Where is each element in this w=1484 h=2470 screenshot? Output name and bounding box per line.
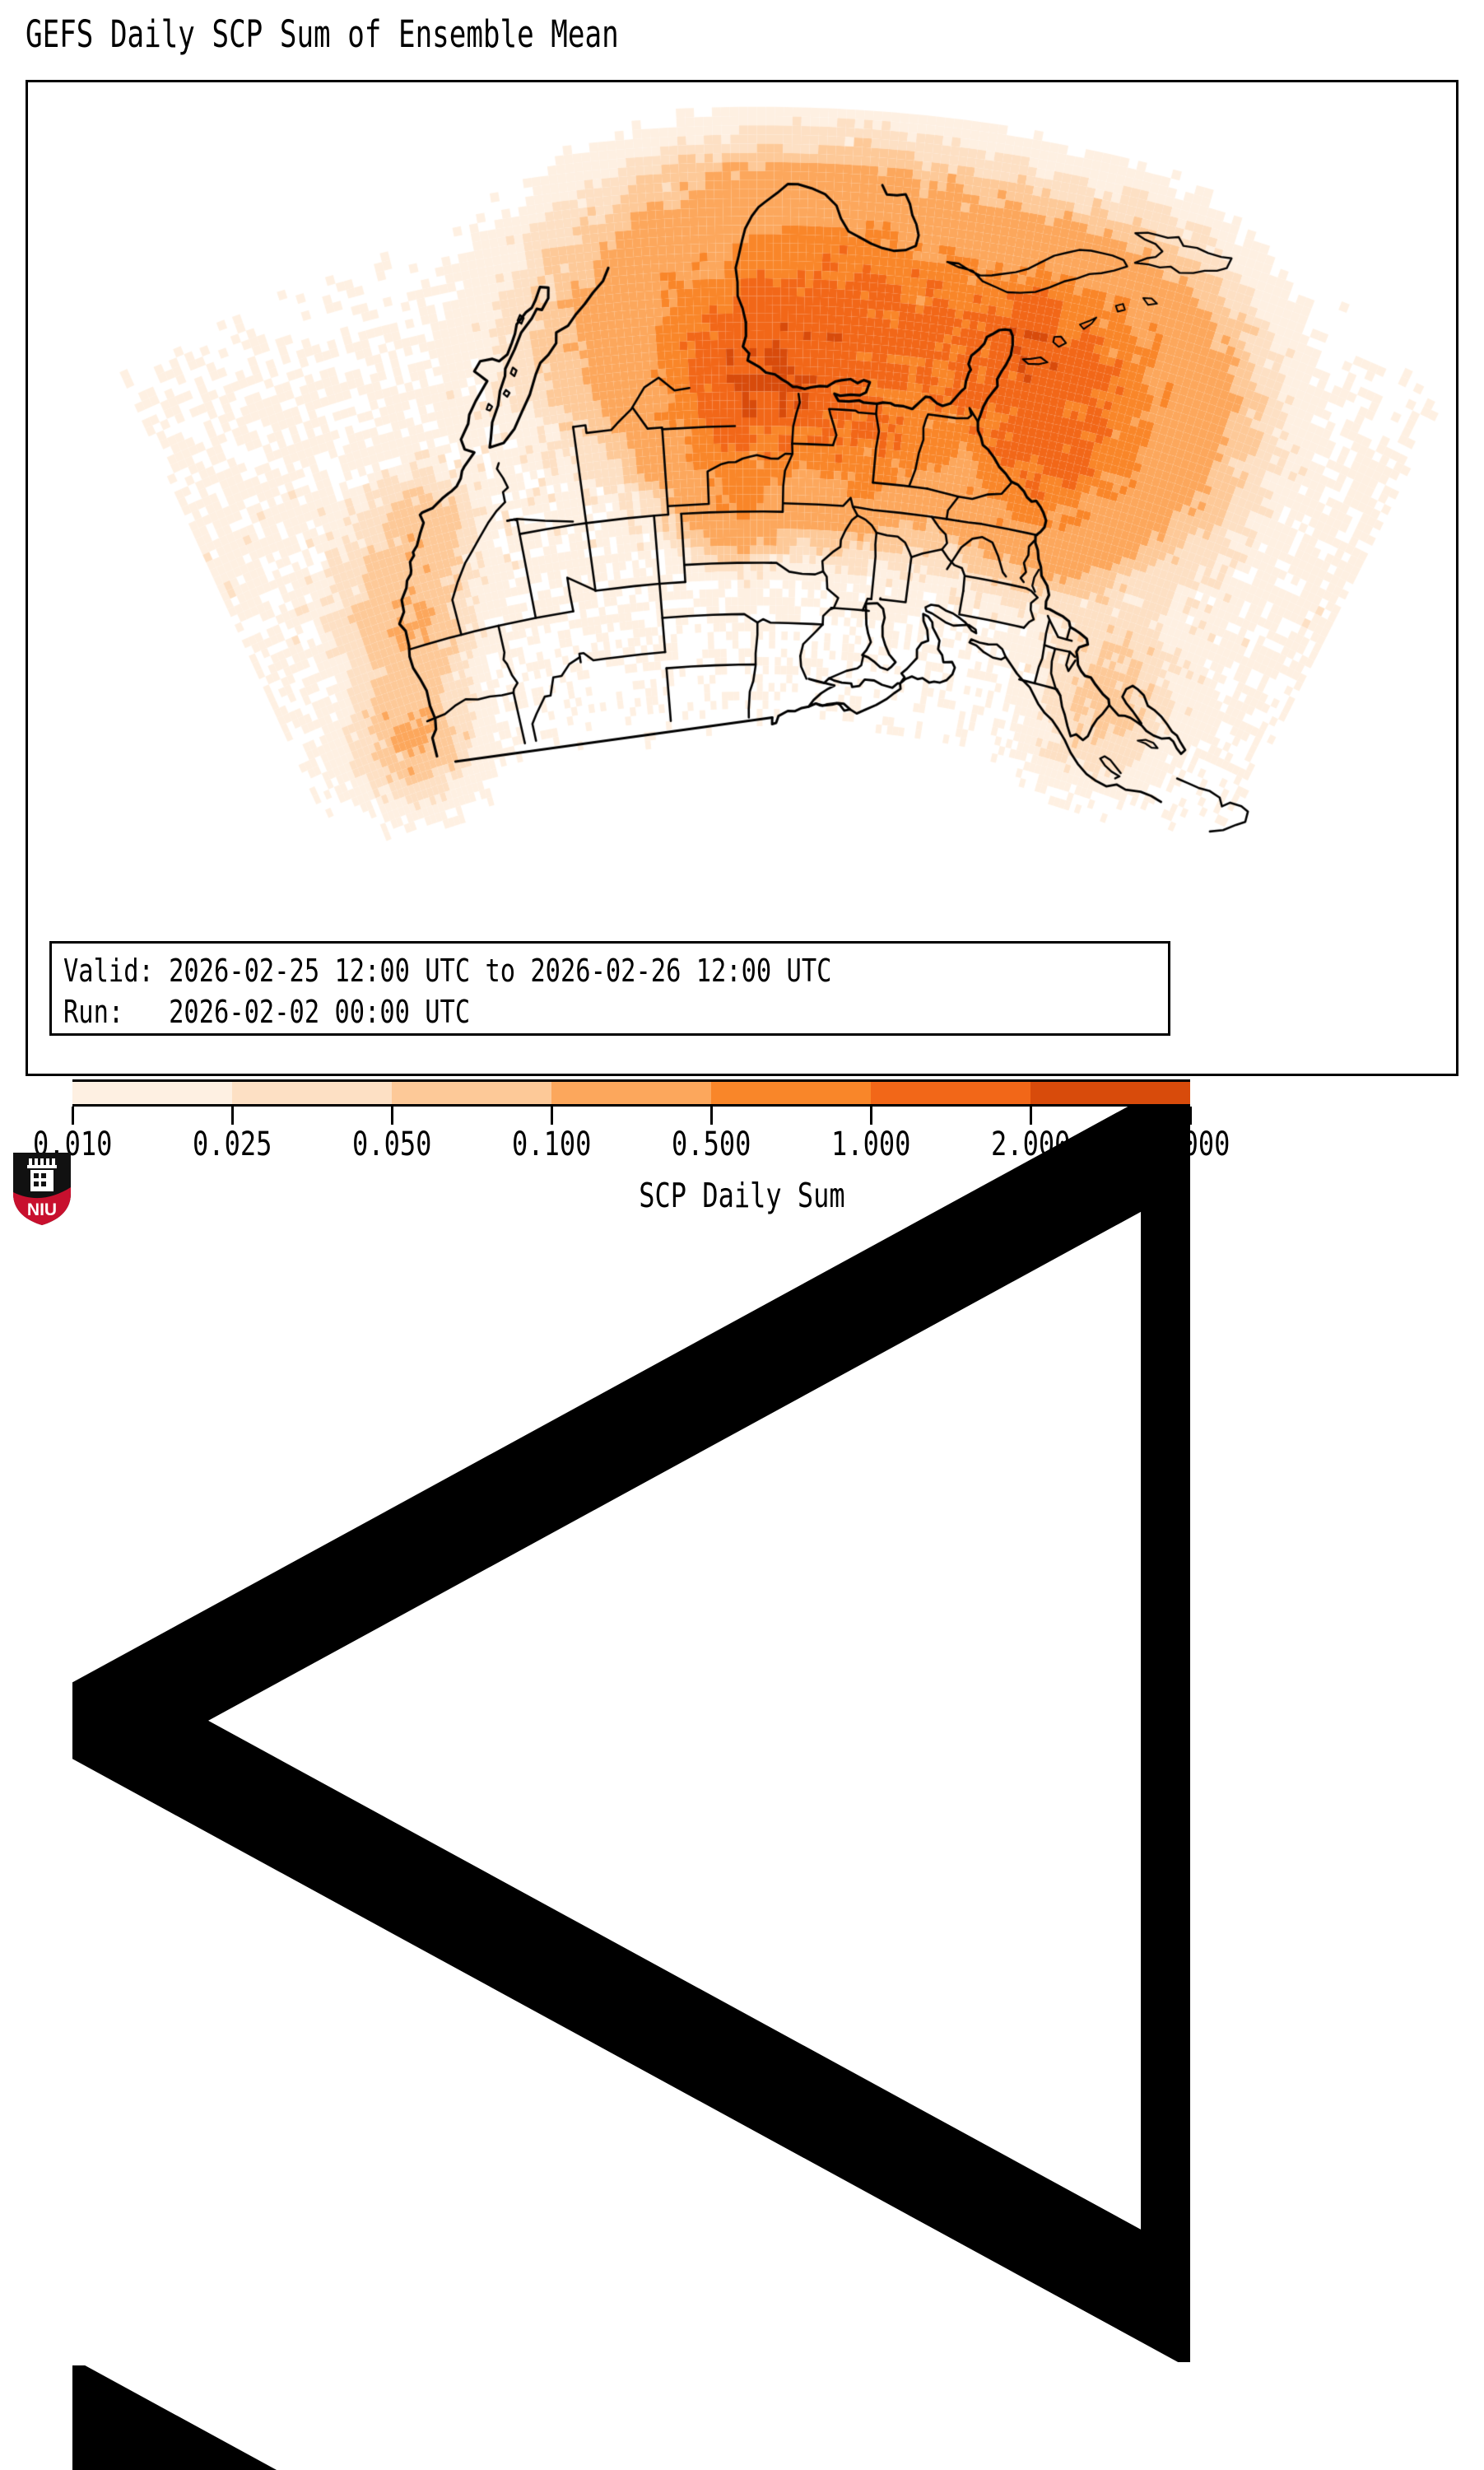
- colorbar-under-arrow-icon: [2, 1045, 1240, 2396]
- page-title: GEFS Daily SCP Sum of Ensemble Mean: [26, 12, 619, 56]
- colorbar-segment-2: [392, 1082, 551, 1104]
- colorbar-ticks: [72, 1107, 1192, 1125]
- colorbar-segment-0: [72, 1082, 232, 1104]
- colorbar-tick-label-2: 0.050: [351, 1125, 432, 1163]
- colorbar-tick-labels: 0.010 0.025 0.050 0.100 0.500 1.000 2.000 3.000: [0, 1125, 1484, 1166]
- colorbar-tick-2: [391, 1107, 393, 1125]
- colorbar-tick-label-7: 3.000: [1150, 1125, 1230, 1163]
- logo-red-band: [13, 1187, 71, 1225]
- valid-time-text: Valid: 2026-02-25 12:00 UTC to 2026-02-2…: [63, 953, 832, 989]
- colorbar-tick-label-3: 0.100: [511, 1125, 592, 1163]
- colorbar-tick-3: [551, 1107, 553, 1125]
- logo-text: NIU: [27, 1200, 57, 1219]
- scp-heatmap-layer: [28, 82, 1456, 1074]
- colorbar-segment-3: [551, 1082, 711, 1104]
- colorbar[interactable]: [2, 1045, 1240, 2470]
- colorbar-tick-7: [1189, 1107, 1192, 1125]
- logo-castle-windows: [34, 1173, 46, 1186]
- niu-logo: NIU: [13, 1153, 71, 1225]
- colorbar-segment-6: [1030, 1082, 1190, 1104]
- colorbar-tick-6: [1030, 1107, 1032, 1125]
- colorbar-tick-label-6: 2.000: [990, 1125, 1071, 1163]
- colorbar-tick-label-4: 0.500: [671, 1125, 751, 1163]
- colorbar-segment-1: [232, 1082, 392, 1104]
- colorbar-segments: [72, 1079, 1190, 1107]
- colorbar-tick-1: [231, 1107, 234, 1125]
- colorbar-segment-5: [871, 1082, 1030, 1104]
- map-panel: [26, 80, 1458, 1076]
- colorbar-over-arrow-icon: [23, 2331, 277, 2470]
- colorbar-tick-label-1: 0.025: [192, 1125, 272, 1163]
- colorbar-tick-0: [72, 1107, 74, 1125]
- colorbar-tick-5: [870, 1107, 872, 1125]
- colorbar-segment-4: [711, 1082, 871, 1104]
- colorbar-tick-4: [710, 1107, 713, 1125]
- colorbar-tick-label-5: 1.000: [830, 1125, 911, 1163]
- run-time-text: Run: 2026-02-02 00:00 UTC: [63, 994, 471, 1030]
- forecast-info-box: Valid: 2026-02-25 12:00 UTC to 2026-02-2…: [49, 941, 1170, 1036]
- colorbar-axis-label: SCP Daily Sum: [639, 1176, 845, 1215]
- colorbar-region: 0.010 0.025 0.050 0.100 0.500 1.000 2.000 3.000…: [0, 1045, 1484, 2470]
